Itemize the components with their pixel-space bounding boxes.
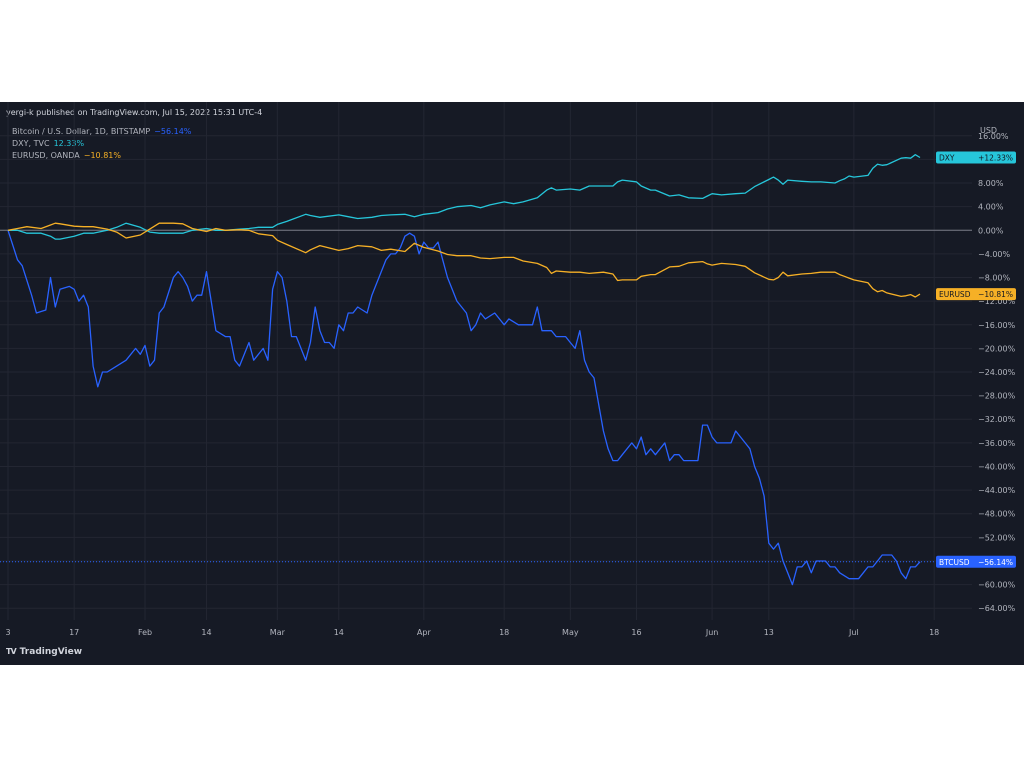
x-tick-label: 13 xyxy=(764,628,774,637)
price-badge-btcusd: BTCUSD −56.14% xyxy=(936,555,1016,568)
y-tick-label: −48.00% xyxy=(978,510,1016,519)
y-tick-label: −32.00% xyxy=(978,415,1016,424)
y-tick-label: −28.00% xyxy=(978,392,1016,401)
tradingview-logo[interactable]: TV TradingView xyxy=(6,647,82,657)
series-line-btcusd[interactable] xyxy=(7,230,921,586)
publisher-line: yergi-k published on TradingView.com, Ju… xyxy=(6,108,263,117)
y-tick-label: −44.00% xyxy=(978,486,1016,495)
badge-background xyxy=(936,555,1016,568)
price-badge-dxy: DXY +12.33% xyxy=(936,151,1016,164)
y-tick-label: −36.00% xyxy=(978,439,1016,448)
legend-value: −10.81% xyxy=(83,151,121,160)
series-line-eurusd[interactable] xyxy=(7,222,921,298)
x-tick-label: 14 xyxy=(334,628,344,637)
x-tick-label: Feb xyxy=(138,628,152,637)
legend-item-eurusd[interactable]: EURUSD, OANDA −10.81% xyxy=(12,151,121,160)
x-tick-label: 16 xyxy=(631,628,641,637)
badge-value: −10.81% xyxy=(978,290,1013,299)
badge-value: +12.33% xyxy=(978,153,1013,162)
badge-background xyxy=(936,288,1016,301)
y-tick-label: −24.00% xyxy=(978,368,1016,377)
price-badges: BTCUSD −56.14% DXY +12.33% EURUSD −10.81% xyxy=(936,151,1016,568)
badge-background xyxy=(936,151,1016,164)
legend-label: DXY, TVC xyxy=(12,139,50,148)
chart-frame: yergi-k published on TradingView.com, Ju… xyxy=(0,102,1024,665)
legend-item-btc[interactable]: Bitcoin / U.S. Dollar, 1D, BITSTAMP −56.1… xyxy=(12,127,191,136)
y-tick-label: −8.00% xyxy=(978,274,1011,283)
badge-name: DXY xyxy=(939,153,955,162)
y-tick-label: −52.00% xyxy=(978,533,1016,542)
legend-item-dxy[interactable]: DXY, TVC 12.33% xyxy=(12,139,84,148)
y-tick-label: −20.00% xyxy=(978,344,1016,353)
y-tick-label: −12.00% xyxy=(978,297,1016,306)
price-chart[interactable]: 16.00%12.00%8.00%4.00%0.00%−4.00%−8.00%−… xyxy=(0,102,1024,665)
y-axis[interactable]: 16.00%12.00%8.00%4.00%0.00%−4.00%−8.00%−… xyxy=(978,126,1016,613)
x-tick-label: 18 xyxy=(499,628,509,637)
grid xyxy=(0,102,972,620)
y-tick-label: −40.00% xyxy=(978,462,1016,471)
series-line-dxy[interactable] xyxy=(8,154,921,240)
x-tick-label: May xyxy=(562,628,579,637)
legend-label: EURUSD, OANDA xyxy=(12,151,80,160)
x-tick-label: 3 xyxy=(5,628,10,637)
tradingview-logo-icon: TV xyxy=(6,647,17,656)
x-tick-label: Mar xyxy=(270,628,286,637)
y-tick-label: −60.00% xyxy=(978,581,1016,590)
x-tick-label: 14 xyxy=(201,628,211,637)
x-axis[interactable]: 3 17 Feb 14 Mar 14 Apr 18 May 16 Jun 13 Jul 18 xyxy=(5,628,939,637)
y-tick-label: −4.00% xyxy=(978,250,1011,259)
unit-label: USD xyxy=(980,126,997,135)
y-tick-label: −64.00% xyxy=(978,604,1016,613)
y-tick-label: 8.00% xyxy=(978,179,1004,188)
x-tick-label: Jun xyxy=(705,628,719,637)
badge-name: BTCUSD xyxy=(939,558,970,567)
x-tick-label: Jul xyxy=(848,628,859,637)
y-tick-label: 4.00% xyxy=(978,203,1004,212)
legend-label: Bitcoin / U.S. Dollar, 1D, BITSTAMP xyxy=(12,127,151,136)
price-badge-eurusd: EURUSD −10.81% xyxy=(936,288,1016,301)
y-tick-label: −16.00% xyxy=(978,321,1016,330)
tradingview-logo-text: TradingView xyxy=(19,647,83,657)
legend-value: −56.14% xyxy=(154,127,192,136)
x-tick-label: 17 xyxy=(69,628,79,637)
x-tick-label: Apr xyxy=(417,628,432,637)
badge-value: −56.14% xyxy=(978,558,1013,567)
y-tick-label: 16.00% xyxy=(978,132,1009,141)
badge-name: EURUSD xyxy=(939,290,971,299)
y-tick-label: 0.00% xyxy=(978,226,1004,235)
x-tick-label: 18 xyxy=(929,628,939,637)
series xyxy=(0,154,972,586)
legend-value: 12.33% xyxy=(53,139,85,148)
